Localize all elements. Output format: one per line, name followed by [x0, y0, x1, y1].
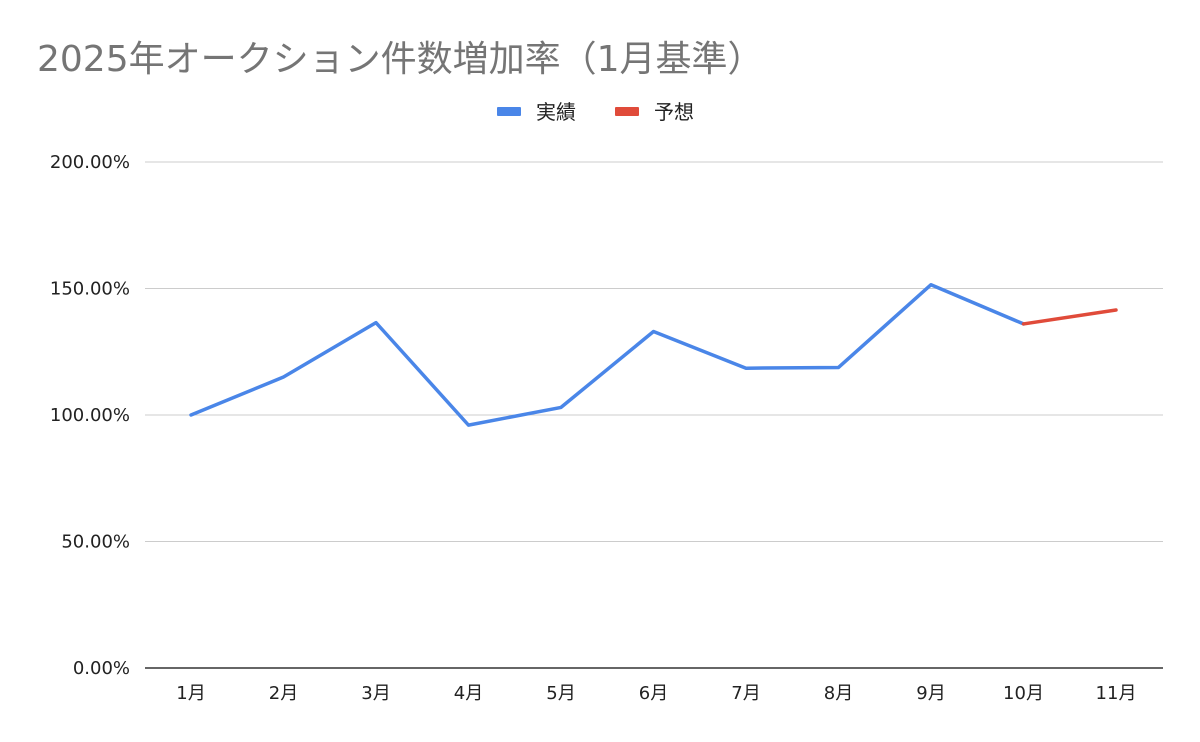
x-axis: 1月 2月 3月 4月 5月 6月 7月 8月 9月 10月 11月: [145, 667, 1163, 704]
x-tick-label: 5月: [546, 683, 575, 704]
gridlines: [145, 161, 1163, 542]
x-tick-label: 1月: [176, 683, 205, 704]
series-line-1[interactable]: [1021, 308, 1118, 326]
y-axis-labels: 0.00% 50.00% 100.00% 150.00% 200.00%: [50, 152, 130, 679]
y-tick-label: 150.00%: [50, 279, 130, 300]
legend-swatch: [497, 107, 521, 116]
x-tick-label: 4月: [454, 683, 483, 704]
y-tick-label: 100.00%: [50, 405, 130, 426]
chart-title: 2025年オークション件数増加率（1月基準）: [37, 39, 764, 80]
legend[interactable]: 実績 予想: [497, 100, 694, 124]
series-lines: [189, 282, 1118, 427]
y-tick-label: 0.00%: [73, 658, 130, 679]
legend-swatch: [615, 107, 639, 116]
x-tick-label: 7月: [731, 683, 760, 704]
x-tick-label: 6月: [639, 683, 668, 704]
x-tick-label: 9月: [916, 683, 945, 704]
x-tick-label: 10月: [1003, 683, 1044, 704]
y-tick-label: 50.00%: [61, 532, 130, 553]
x-tick-label: 2月: [269, 683, 298, 704]
y-tick-label: 200.00%: [50, 152, 130, 173]
series-line-0[interactable]: [189, 282, 1026, 427]
legend-label: 予想: [654, 100, 694, 124]
x-tick-label: 8月: [824, 683, 853, 704]
x-tick-label: 3月: [361, 683, 390, 704]
legend-label: 実績: [536, 100, 576, 124]
x-tick-label: 11月: [1096, 683, 1137, 704]
